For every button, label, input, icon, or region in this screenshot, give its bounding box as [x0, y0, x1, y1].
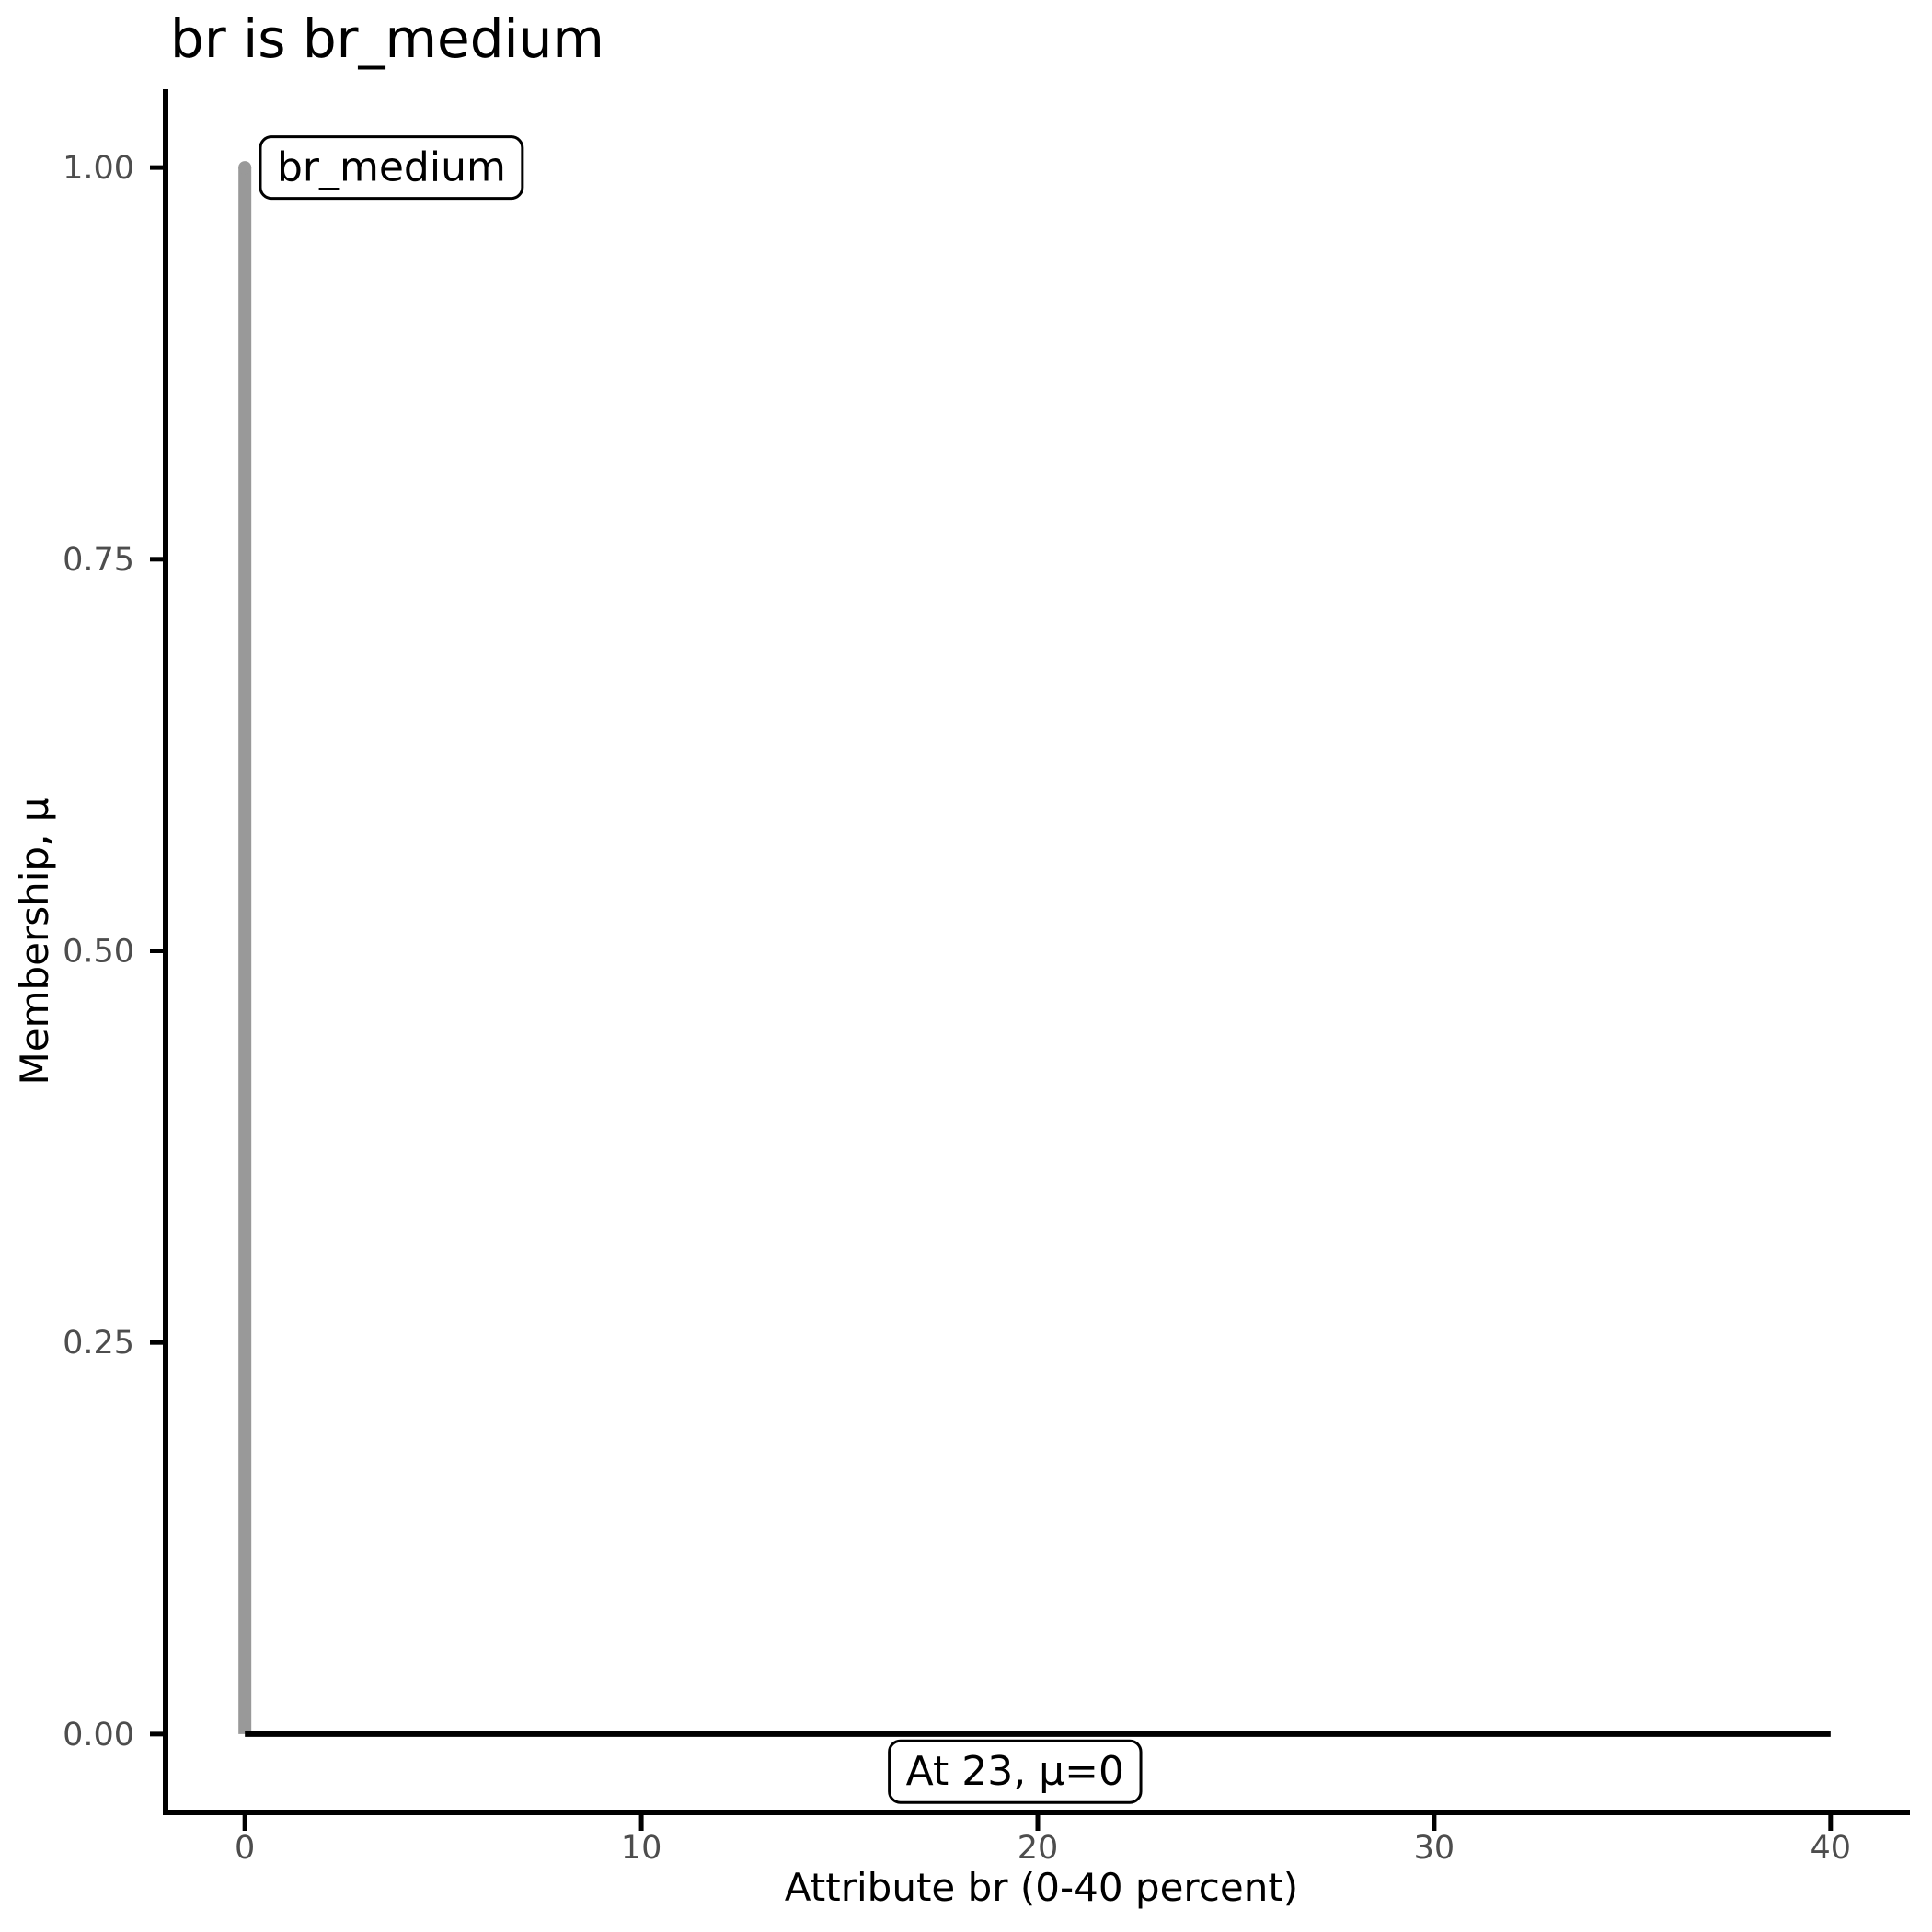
- x-tick-label: 10: [621, 1830, 662, 1867]
- annotation-box: [259, 135, 524, 201]
- series-layer: [238, 161, 1831, 1737]
- x-axis-title: Attribute br (0-40 percent): [785, 1865, 1298, 1910]
- x-tick-label: 0: [235, 1830, 255, 1867]
- y-tick-label: 0.75: [63, 542, 134, 579]
- axes-layer: 0 10 20 30 40 0.00 0.25 0.50 0.75 1.00: [63, 89, 1910, 1867]
- annotation-text: br_medium: [277, 144, 506, 191]
- y-tick-label: 0.50: [63, 934, 134, 971]
- y-tick-label: 1.00: [63, 150, 134, 187]
- y-tick-label: 0.00: [63, 1717, 134, 1754]
- chart-title: br is br_medium: [170, 7, 604, 70]
- y-axis-title: Membership, μ: [12, 797, 57, 1085]
- x-tick-label: 40: [1811, 1830, 1852, 1867]
- x-tick-label: 30: [1414, 1830, 1455, 1867]
- br_medium-membership-function-line-cap: [238, 161, 252, 175]
- annotation-text: At 23, μ=0: [906, 1748, 1124, 1795]
- x-tick-label: 20: [1018, 1830, 1059, 1867]
- annotations-layer: br_medium At 23, μ=0: [259, 135, 1143, 1804]
- y-tick-label: 0.25: [63, 1325, 134, 1362]
- annotation-box: [888, 1739, 1143, 1804]
- annotation-label: br_medium: [259, 135, 524, 201]
- annotation-label: At 23, μ=0: [888, 1739, 1143, 1804]
